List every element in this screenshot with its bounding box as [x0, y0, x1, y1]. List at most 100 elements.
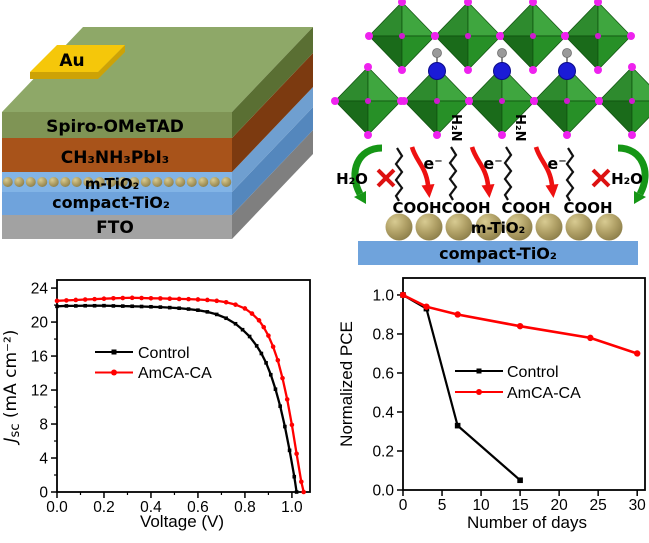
- series-marker: [92, 303, 97, 308]
- series-marker: [294, 451, 299, 457]
- jv-y-axis-title: Jsc (mA cm⁻²): [1, 330, 23, 446]
- electron-label: e⁻: [547, 154, 566, 173]
- y-tick-label: 0.6: [372, 365, 394, 382]
- series-marker: [120, 295, 126, 301]
- series-marker: [294, 490, 299, 494]
- alkyl-chain: [394, 146, 404, 203]
- tio2-particle: [535, 213, 563, 241]
- y-tick-label: 0.0: [372, 483, 394, 500]
- x-tick-label: 5: [438, 497, 447, 514]
- compact-tio2-layer: [2, 107, 313, 215]
- series-marker: [273, 387, 278, 391]
- series-marker: [633, 350, 641, 357]
- series-marker: [158, 305, 163, 309]
- series-marker: [82, 297, 88, 302]
- series-marker: [284, 397, 290, 402]
- octahedron: [560, 0, 636, 75]
- octahedron: [495, 0, 571, 75]
- legend-marker-amca: [476, 389, 482, 395]
- series-marker: [214, 312, 219, 317]
- x-tick-label: 0.0: [46, 499, 68, 516]
- series-marker: [64, 298, 69, 303]
- compact-tio2-bar: [358, 241, 638, 265]
- au-electrode: [30, 45, 125, 79]
- x-tick-label: 20: [551, 497, 569, 514]
- series-marker: [129, 295, 135, 301]
- m-tio2-nanoparticles: [2, 172, 232, 192]
- series-marker: [73, 297, 79, 303]
- x-tick-label: 25: [590, 497, 607, 514]
- series-marker: [242, 306, 248, 311]
- y-tick-label: 0: [39, 485, 48, 502]
- series-marker: [205, 310, 210, 314]
- water-label: H₂O: [336, 170, 368, 188]
- series-marker: [280, 375, 285, 381]
- series-line-amca-ca: [402, 293, 638, 355]
- series-marker: [247, 334, 252, 339]
- series-marker: [301, 489, 306, 495]
- series-marker: [516, 322, 524, 330]
- alkyl-chain: [503, 145, 513, 202]
- legend-label-control: Control: [507, 364, 559, 381]
- series-marker: [292, 474, 297, 479]
- perovskite-front-face: [2, 138, 232, 172]
- plot-frame: [56, 279, 311, 493]
- series-marker: [186, 307, 191, 311]
- y-tick-label: 0.4: [372, 404, 394, 421]
- series-marker: [177, 306, 181, 311]
- series-marker: [587, 334, 594, 342]
- series-marker: [120, 304, 125, 308]
- alkyl-chain: [565, 146, 575, 203]
- jv-plot-area: 0.0 0.2 0.4 0.6 0.8 1.0 0 4 8 12 16 20 24: [31, 279, 311, 516]
- series-marker: [275, 357, 281, 363]
- series-marker: [83, 303, 87, 308]
- x-tick-label: 1.0: [281, 499, 303, 516]
- x-mark-icon: [376, 168, 396, 188]
- series-marker: [73, 304, 78, 308]
- series-marker: [111, 304, 116, 308]
- series-marker: [299, 479, 304, 485]
- series-marker: [92, 296, 97, 302]
- series-marker: [111, 295, 116, 301]
- amine-label: H₂N: [512, 114, 527, 141]
- m-tio2-layer: [2, 87, 313, 192]
- stability-chart: 0 5 10 15 20 25 30 0.0 0.2 0.4 0.6 0.8 1.0 Number of…: [337, 277, 646, 532]
- series-marker: [55, 304, 59, 309]
- series-marker: [268, 372, 273, 377]
- spiro-side-face: [232, 27, 313, 138]
- m-tio2-side-face: [232, 87, 313, 192]
- y-tick-label: 8: [39, 417, 48, 434]
- perovskite-layer: [2, 53, 313, 172]
- series-marker: [454, 311, 461, 318]
- octahedron: [364, 0, 440, 75]
- passivation-mechanism-panel: H₂N H₂N e⁻ e⁻ e⁻ H₂O H₂O COOH COOH COOH …: [330, 0, 649, 265]
- device-stack: Au Spiro-OMeTAD CH₃NH₃PbI₃ m-TiO₂ compac…: [2, 27, 313, 239]
- series-marker: [196, 308, 200, 312]
- series-marker: [278, 404, 282, 408]
- series-marker: [517, 477, 523, 484]
- compact-tio2-label: compact-TiO₂: [52, 193, 170, 212]
- series-marker: [139, 304, 144, 309]
- series-marker: [399, 291, 407, 299]
- cooh-label: COOH: [392, 199, 441, 217]
- series-marker: [158, 296, 163, 301]
- series-marker: [139, 295, 144, 301]
- series-marker: [102, 303, 106, 308]
- jv-legend: Control AmCA-CA: [95, 345, 212, 382]
- m-tio2-particles: [385, 213, 623, 241]
- stability-legend: Control AmCA-CA: [455, 364, 581, 402]
- series-marker: [283, 424, 287, 429]
- jv-x-axis-title: Voltage (V): [140, 512, 224, 531]
- compact-tio2-side-face: [232, 107, 313, 215]
- series-marker: [195, 297, 201, 302]
- spiro-front-face: [2, 112, 232, 138]
- series-marker: [130, 304, 134, 309]
- series-marker: [214, 298, 220, 304]
- y-tick-label: 1.0: [372, 287, 394, 304]
- au-front-edge: [30, 72, 98, 79]
- x-tick-label: 0: [399, 497, 408, 514]
- legend-marker-control: [111, 349, 117, 355]
- series-marker: [233, 302, 238, 307]
- series-marker: [264, 361, 268, 365]
- water-block-right: H₂O: [591, 148, 646, 204]
